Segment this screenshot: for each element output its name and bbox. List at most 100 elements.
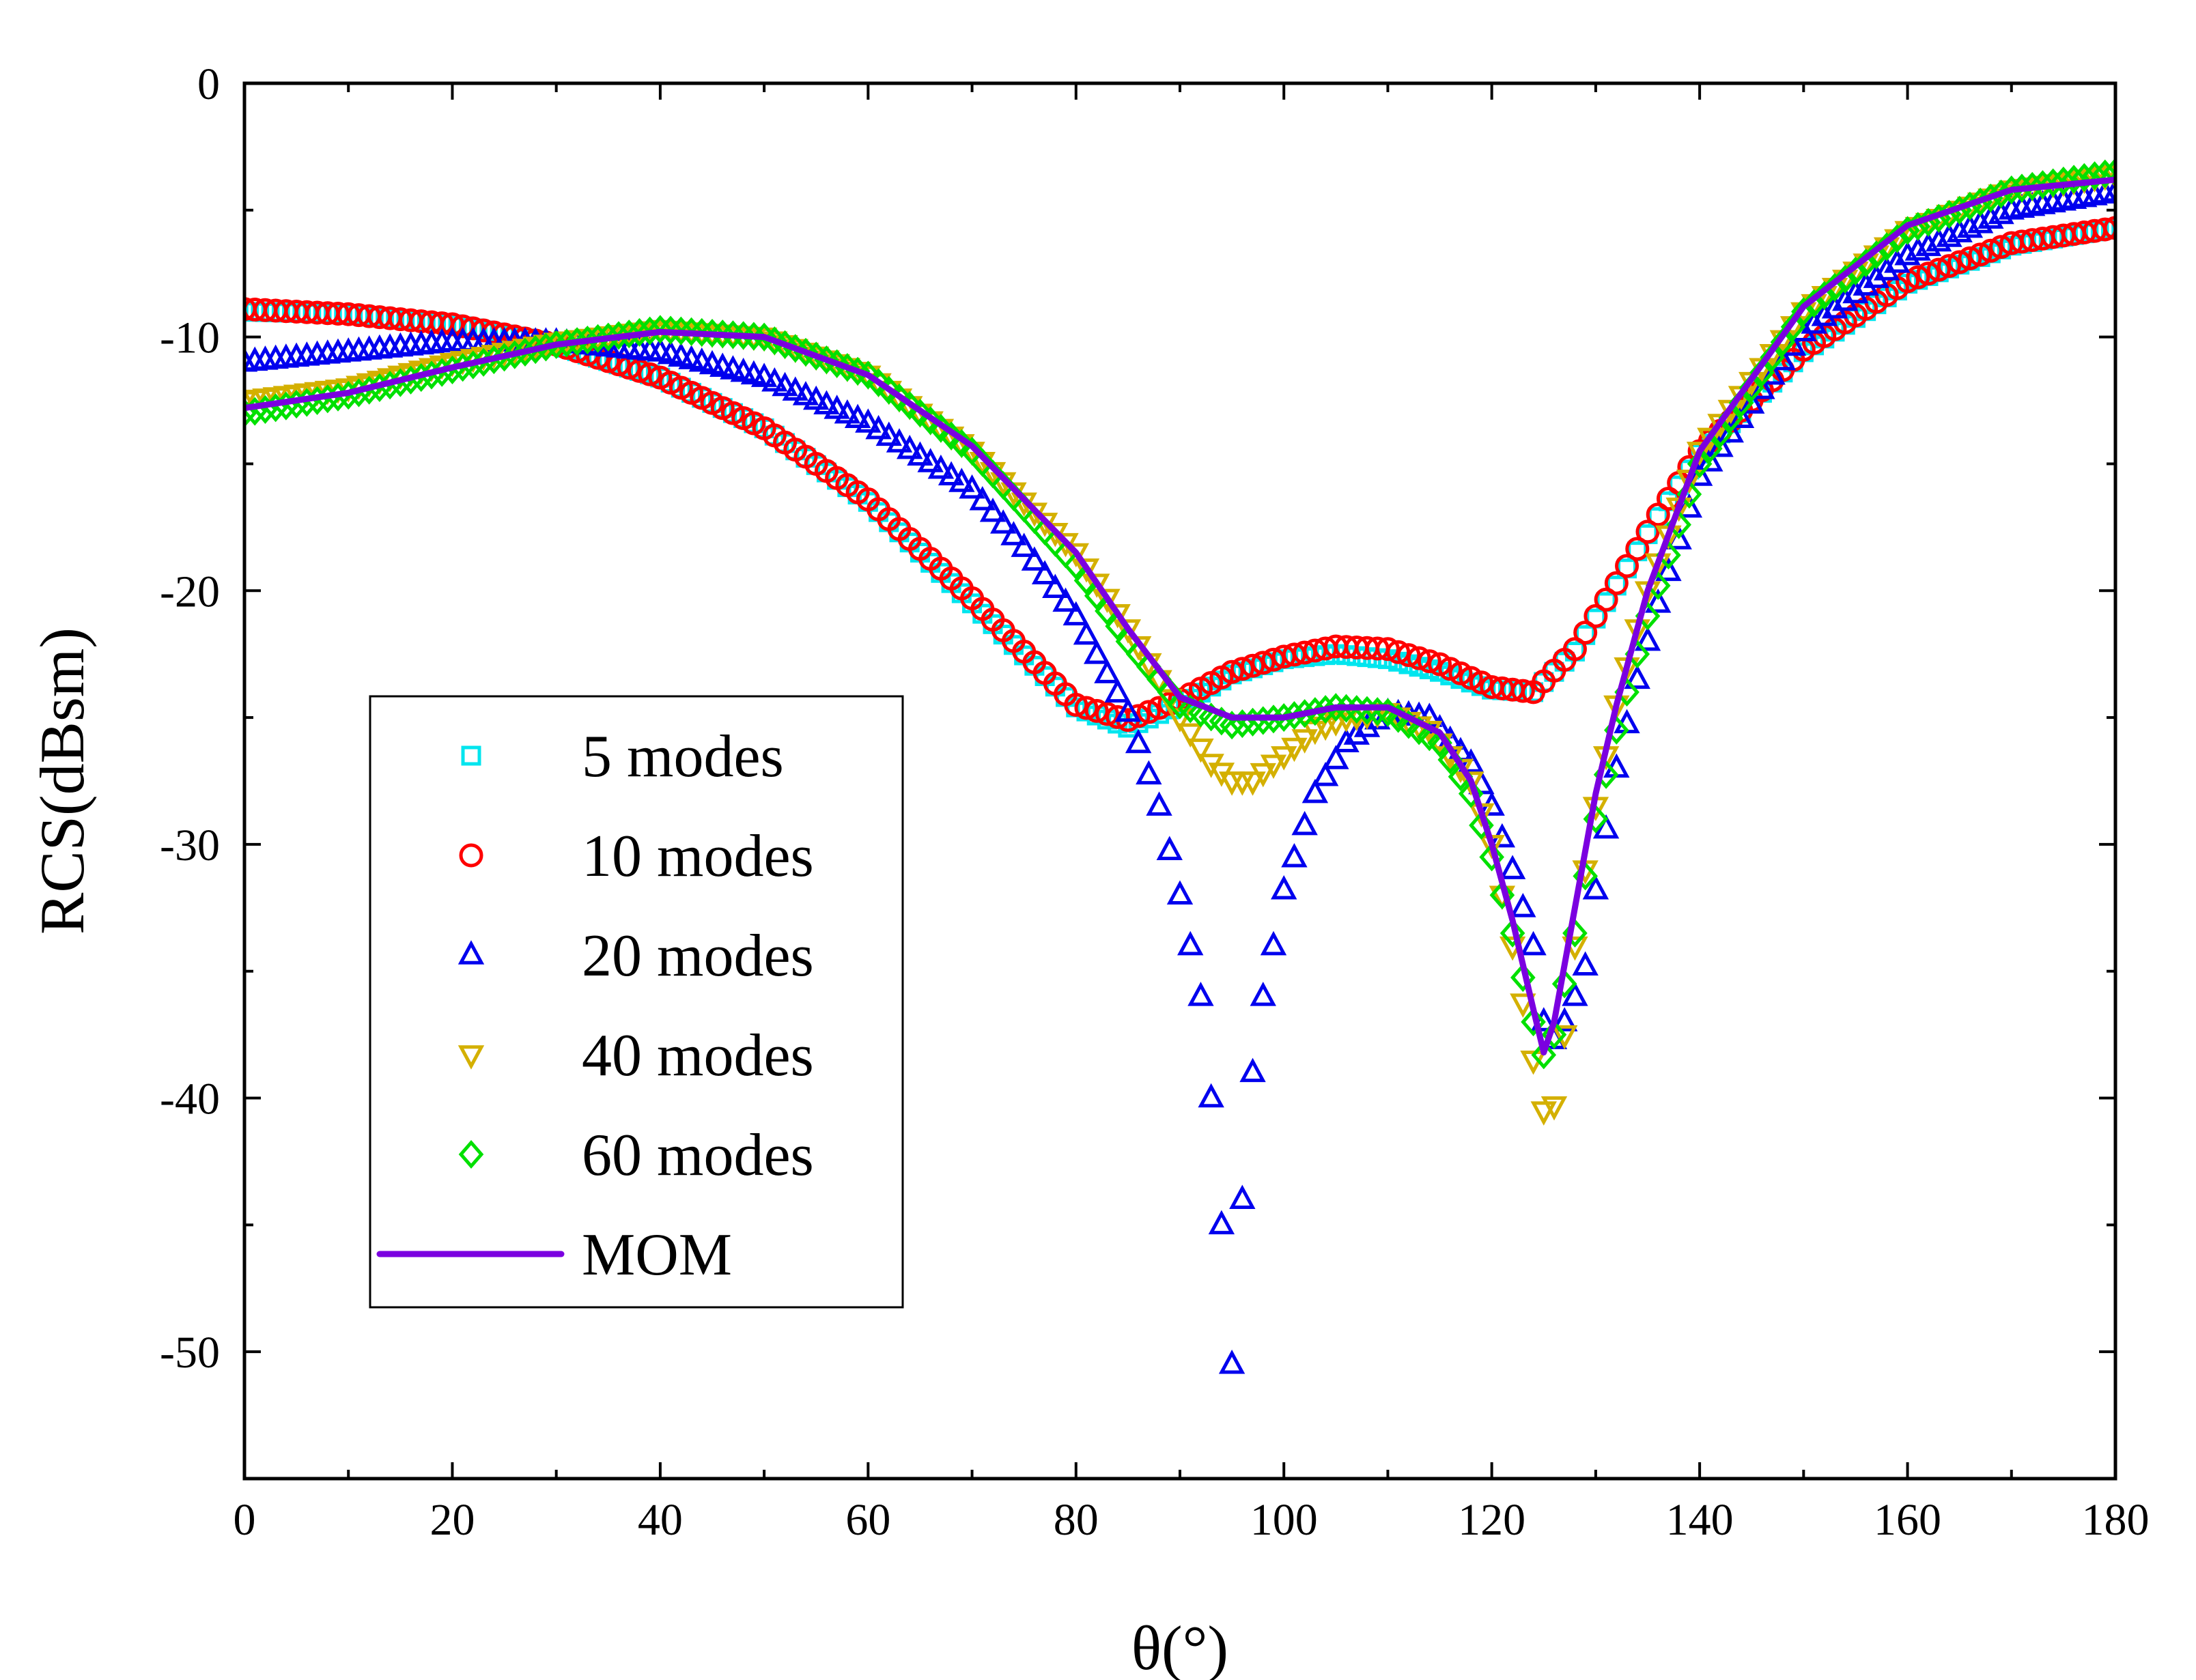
data-point xyxy=(741,322,767,351)
data-point xyxy=(1084,698,1109,723)
data-point xyxy=(369,307,390,328)
data-point xyxy=(328,304,348,324)
data-point xyxy=(1958,246,1982,270)
data-point xyxy=(949,429,974,458)
data-point xyxy=(1499,855,1526,879)
legend-label: 60 modes xyxy=(582,1122,814,1188)
data-point xyxy=(1219,711,1245,740)
data-point xyxy=(1791,297,1816,326)
data-point xyxy=(1417,649,1441,674)
data-point xyxy=(1937,254,1961,279)
data-point xyxy=(1062,543,1089,568)
data-point xyxy=(1592,814,1620,839)
data-point xyxy=(979,498,1006,522)
data-point xyxy=(1241,653,1265,678)
x-tick-label: 120 xyxy=(1458,1495,1525,1545)
data-point xyxy=(1198,1083,1224,1108)
data-point xyxy=(1301,778,1329,803)
data-point xyxy=(1916,261,1941,286)
data-point xyxy=(1094,659,1121,683)
x-tick-label: 180 xyxy=(2082,1495,2150,1545)
data-point xyxy=(1978,238,2003,263)
data-point xyxy=(1250,982,1276,1006)
data-point xyxy=(1177,930,1204,956)
data-point xyxy=(1323,712,1349,737)
y-tick-label: 0 xyxy=(197,59,220,109)
data-point xyxy=(1842,279,1869,304)
data-point xyxy=(2051,167,2077,196)
data-point xyxy=(1926,257,1951,282)
data-point xyxy=(564,327,590,356)
x-tick-label: 100 xyxy=(1250,1495,1318,1545)
plot-area xyxy=(244,158,2115,1374)
data-point xyxy=(1624,664,1650,689)
data-layer xyxy=(244,158,2115,1374)
data-point xyxy=(1635,519,1660,544)
data-point xyxy=(1000,521,1027,545)
data-point xyxy=(1594,587,1618,612)
data-point xyxy=(1645,588,1672,613)
series-line-mom xyxy=(244,176,2115,1056)
data-point xyxy=(2030,170,2055,199)
data-point xyxy=(1759,360,1786,385)
data-point xyxy=(813,390,840,414)
legend-box xyxy=(369,695,904,1309)
data-point xyxy=(990,509,1017,534)
data-point xyxy=(2092,159,2115,188)
legend-label: 40 modes xyxy=(582,1023,814,1089)
data-point xyxy=(1988,199,2014,225)
data-point xyxy=(1489,881,1515,910)
data-point xyxy=(1947,250,1972,274)
legend-label: 5 modes xyxy=(582,724,784,790)
data-point xyxy=(616,319,642,349)
data-point xyxy=(1540,1096,1568,1121)
data-point xyxy=(1573,621,1598,645)
x-tick-label: 0 xyxy=(234,1495,256,1545)
data-point xyxy=(1281,737,1308,763)
data-point xyxy=(647,315,673,344)
data-point xyxy=(2102,177,2115,202)
data-point xyxy=(1291,810,1318,836)
data-point xyxy=(1625,537,1650,561)
data-point xyxy=(1530,1101,1557,1126)
data-point xyxy=(575,326,600,355)
data-point xyxy=(1832,264,1858,294)
data-point xyxy=(709,319,735,349)
y-tick-label: -20 xyxy=(160,567,220,616)
data-point xyxy=(1084,640,1110,664)
data-point xyxy=(1604,571,1629,595)
data-point xyxy=(1541,1020,1567,1049)
data-point xyxy=(1884,248,1911,273)
y-tick-label: -30 xyxy=(160,821,220,870)
data-point xyxy=(1074,696,1099,720)
data-point xyxy=(1551,969,1577,999)
data-point xyxy=(1281,842,1308,868)
data-point xyxy=(359,306,380,326)
data-point xyxy=(2095,219,2115,240)
data-point xyxy=(473,320,494,341)
data-point xyxy=(1977,204,2004,229)
data-point xyxy=(2061,165,2087,194)
data-point xyxy=(2082,161,2107,190)
data-point xyxy=(1229,1184,1256,1209)
data-point xyxy=(1687,449,1713,479)
x-tick-label: 20 xyxy=(430,1495,475,1545)
data-point xyxy=(699,319,725,348)
data-point xyxy=(1749,375,1775,399)
data-point xyxy=(1562,982,1588,1006)
data-point xyxy=(1312,762,1339,786)
data-point xyxy=(595,322,621,352)
data-point xyxy=(1801,289,1827,318)
data-point xyxy=(844,403,871,429)
data-point xyxy=(1582,875,1609,900)
data-point xyxy=(1230,657,1254,681)
axes-layer: 0 20 40 60 80 100 120 140 160 180 0 -10 -20 -30 -40 -50… xyxy=(27,59,2150,1680)
data-point xyxy=(1386,640,1411,664)
data-point xyxy=(824,395,850,419)
data-point xyxy=(1885,224,1910,253)
data-point xyxy=(918,406,943,436)
legend-swatch-marker xyxy=(458,1045,485,1070)
data-point xyxy=(1136,760,1162,785)
data-point xyxy=(886,428,913,453)
data-point xyxy=(1770,328,1796,357)
